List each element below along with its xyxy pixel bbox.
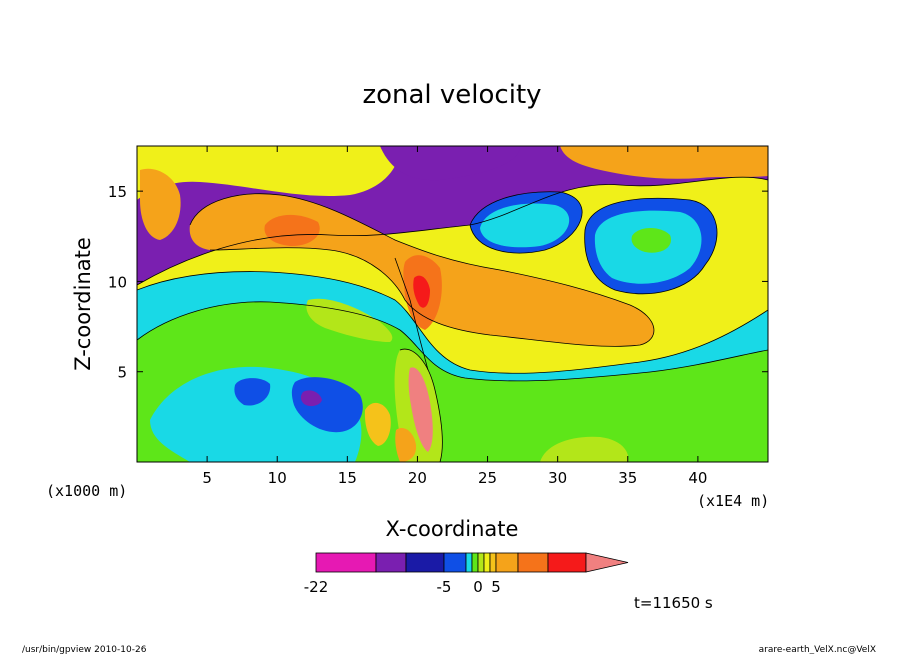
colorbar-extend-arrow: [585, 552, 629, 573]
field-positive-upper-right: [560, 146, 768, 179]
time-annotation: t=11650 s: [634, 594, 713, 612]
field-near-zero-pocket: [300, 390, 322, 407]
chart-title: zonal velocity: [362, 80, 541, 110]
colorbar-box: [315, 552, 377, 573]
colorbar-box: [443, 552, 467, 573]
colorbar-label: 0: [473, 578, 483, 596]
x-tick-label: 10: [268, 469, 287, 487]
y-axis-label: Z-coordinate: [71, 237, 95, 371]
colorbar-box: [477, 552, 485, 573]
field-strong-negative-pocket: [631, 227, 671, 253]
colorbar-box: [495, 552, 519, 573]
colorbar-box: [471, 552, 479, 573]
field-stronger-negative-bottom: [540, 436, 629, 462]
plot-area: [137, 146, 768, 462]
footer-left: /usr/bin/gpview 2010-10-26: [22, 645, 147, 654]
colorbar-box: [375, 552, 407, 573]
field-positive-left-column: [140, 168, 181, 240]
x-axis-label: X-coordinate: [386, 517, 519, 541]
colorbar-box: [547, 552, 587, 573]
y-tick-label: 5: [117, 364, 127, 382]
colorbar-box: [489, 552, 497, 573]
x-tick-label: 20: [408, 469, 427, 487]
field-strongest-negative-band: [408, 367, 433, 452]
contour-lines: [137, 176, 768, 462]
x-tick-label: 5: [202, 469, 212, 487]
x-unit-label: (x1000 m): [46, 482, 127, 500]
field-weak-negative-pocket-1: [234, 378, 271, 406]
field-jet-maximum: [264, 214, 320, 247]
x-tick-label: 15: [338, 469, 357, 487]
x-tick-label: 35: [618, 469, 637, 487]
field-near-zero-band-upper: [380, 146, 520, 181]
x-axis: 5 10 15 20 25 30 35 40: [202, 146, 707, 487]
colorbar-label: 5: [491, 578, 501, 596]
y-tick-label: 10: [108, 273, 127, 291]
colorbar-label: -22: [304, 578, 329, 596]
x-tick-label: 40: [688, 469, 707, 487]
x-tick-label: 25: [478, 469, 497, 487]
field-near-zero-band: [137, 146, 768, 285]
colorbar-box: [465, 552, 473, 573]
y-tick-label: 15: [108, 183, 127, 201]
x-tick-label: 30: [548, 469, 567, 487]
field-positive-bottom-pocket: [395, 427, 417, 462]
colorbar-box: [483, 552, 491, 573]
plot-frame: [136, 145, 769, 463]
field-peak-core: [413, 275, 430, 308]
field-positive-lower-pocket: [364, 402, 391, 446]
y-axis: 5 10 15: [108, 183, 768, 382]
field-moderate-negative-pocket-1: [480, 203, 570, 248]
x-scale-label: (x1E4 m): [697, 492, 769, 510]
footer-right: arare-earth_VelX.nc@VelX: [759, 645, 876, 654]
colorbar-label: -5: [437, 578, 452, 596]
field-stronger-negative-band: [306, 298, 393, 342]
colorbar-box: [405, 552, 445, 573]
colorbar-box: [517, 552, 549, 573]
colorbar-labels: -22 -5 0 5: [304, 578, 501, 596]
colorbar: [315, 552, 629, 573]
